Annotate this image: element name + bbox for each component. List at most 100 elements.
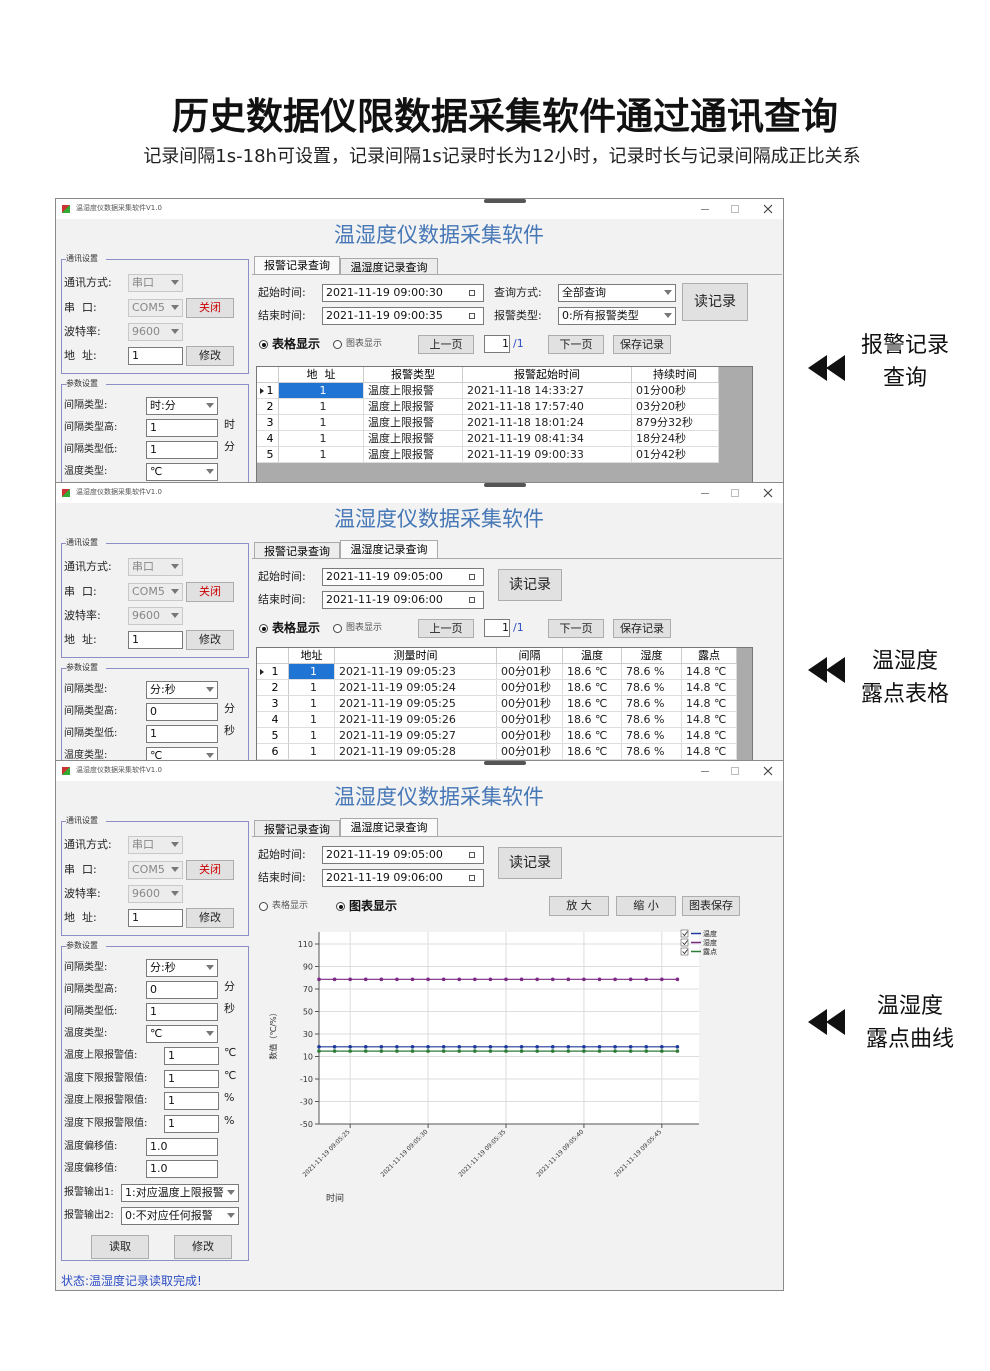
prev-button[interactable]: 上一页 bbox=[418, 619, 474, 638]
field-input[interactable]: 1 bbox=[146, 1003, 218, 1021]
date-input[interactable]: 2021-11-19 09:00:35 bbox=[322, 307, 484, 325]
table-cell[interactable]: 2021-11-18 17:57:40 bbox=[463, 399, 632, 415]
table-cell[interactable]: 00分01秒 bbox=[497, 664, 563, 680]
date-input[interactable]: 2021-11-19 09:05:00 bbox=[322, 846, 484, 864]
tab[interactable]: 温湿度记录查询 bbox=[340, 818, 438, 837]
table-cell[interactable]: 18.6 ℃ bbox=[563, 744, 622, 760]
date-input[interactable]: 2021-11-19 09:05:00 bbox=[322, 568, 484, 586]
chart-button[interactable]: 图表保存 bbox=[682, 896, 740, 916]
table-cell[interactable]: 1 bbox=[289, 696, 335, 712]
table-cell[interactable]: 温度上限报警 bbox=[364, 447, 463, 463]
field-input[interactable]: 分:秒 bbox=[146, 681, 218, 699]
close-icon[interactable] bbox=[763, 204, 773, 214]
radio-label[interactable]: 表格显示 bbox=[272, 621, 321, 635]
table-cell[interactable]: 1 bbox=[289, 744, 335, 760]
tab[interactable]: 报警记录查询 bbox=[254, 820, 340, 837]
field-input[interactable]: 1:对应温度上限报警 bbox=[121, 1184, 239, 1202]
table-cell[interactable]: 1 bbox=[289, 728, 335, 744]
date-input[interactable]: 2021-11-19 09:06:00 bbox=[322, 869, 484, 887]
table-cell[interactable]: 18.6 ℃ bbox=[563, 712, 622, 728]
radio[interactable] bbox=[333, 340, 342, 349]
table-cell[interactable]: 1 bbox=[289, 712, 335, 728]
table-cell[interactable]: 00分01秒 bbox=[497, 728, 563, 744]
field-input[interactable]: 1 bbox=[146, 441, 218, 459]
field-input[interactable]: 1.0 bbox=[146, 1138, 218, 1156]
read-button[interactable]: 读记录 bbox=[498, 847, 562, 879]
page-input[interactable]: 1 bbox=[484, 335, 510, 353]
table-cell[interactable]: 1 bbox=[289, 664, 335, 680]
radio[interactable] bbox=[259, 902, 268, 911]
date-input[interactable]: 2021-11-19 09:00:30 bbox=[322, 284, 484, 302]
field-input[interactable]: COM5 bbox=[128, 861, 183, 879]
table-cell[interactable]: 1 bbox=[279, 447, 364, 463]
table-cell[interactable]: 2021-11-19 09:05:25 bbox=[335, 696, 497, 712]
table-cell[interactable]: 温度上限报警 bbox=[364, 399, 463, 415]
table-cell[interactable]: 14.8 ℃ bbox=[682, 728, 737, 744]
table-cell[interactable]: 18.6 ℃ bbox=[563, 728, 622, 744]
field-input[interactable]: COM5 bbox=[128, 583, 183, 601]
field-button[interactable]: 修改 bbox=[186, 346, 234, 366]
field-input[interactable]: 9600 bbox=[128, 607, 183, 625]
radio-label[interactable]: 图表显示 bbox=[346, 623, 383, 633]
field-input[interactable]: 9600 bbox=[128, 323, 183, 341]
table-cell[interactable]: 78.6 % bbox=[622, 664, 682, 680]
table-cell[interactable]: 14.8 ℃ bbox=[682, 744, 737, 760]
table-cell[interactable]: 18.6 ℃ bbox=[563, 680, 622, 696]
table-cell[interactable]: 2021-11-19 09:00:33 bbox=[463, 447, 632, 463]
field-input[interactable]: 1.0 bbox=[146, 1160, 218, 1178]
field-input[interactable]: 1 bbox=[146, 419, 218, 437]
field-input[interactable]: 1 bbox=[164, 1070, 219, 1088]
table-cell[interactable]: 2021-11-18 18:01:24 bbox=[463, 415, 632, 431]
table-cell[interactable]: 2021-11-19 09:05:23 bbox=[335, 664, 497, 680]
table-cell[interactable]: 01分42秒 bbox=[632, 447, 719, 463]
field-button[interactable]: 修改 bbox=[186, 630, 234, 650]
radio-label[interactable]: 表格显示 bbox=[272, 337, 321, 351]
select-input[interactable]: 全部查询 bbox=[558, 284, 676, 302]
read-button[interactable]: 读记录 bbox=[498, 569, 562, 601]
date-input[interactable]: 2021-11-19 09:06:00 bbox=[322, 591, 484, 609]
field-input[interactable]: 串口 bbox=[128, 836, 183, 854]
table-cell[interactable]: 2021-11-19 09:05:28 bbox=[335, 744, 497, 760]
table-cell[interactable]: 温度上限报警 bbox=[364, 415, 463, 431]
table-cell[interactable]: 18分24秒 bbox=[632, 431, 719, 447]
table-cell[interactable]: 2021-11-19 09:05:27 bbox=[335, 728, 497, 744]
prev-button[interactable]: 上一页 bbox=[418, 335, 474, 354]
field-input[interactable]: 时:分 bbox=[146, 397, 218, 415]
field-input[interactable]: 1 bbox=[146, 725, 218, 743]
panel-button[interactable]: 修改 bbox=[174, 1235, 232, 1259]
field-button[interactable]: 修改 bbox=[186, 908, 234, 928]
field-input[interactable]: 1 bbox=[164, 1047, 219, 1065]
table-cell[interactable]: 温度上限报警 bbox=[364, 383, 463, 399]
table-cell[interactable]: 18.6 ℃ bbox=[563, 664, 622, 680]
table-cell[interactable]: 03分20秒 bbox=[632, 399, 719, 415]
field-input[interactable]: 1 bbox=[128, 631, 183, 649]
radio-label[interactable]: 图表显示 bbox=[346, 339, 383, 349]
table-cell[interactable]: 2021-11-19 09:05:24 bbox=[335, 680, 497, 696]
field-input[interactable]: 0:不对应任何报警 bbox=[121, 1207, 239, 1225]
chart-button[interactable]: 缩 小 bbox=[616, 896, 676, 916]
page-input[interactable]: 1 bbox=[484, 619, 510, 637]
field-button[interactable]: 关闭 bbox=[186, 860, 234, 880]
field-input[interactable]: 串口 bbox=[128, 558, 183, 576]
next-button[interactable]: 下一页 bbox=[548, 335, 604, 354]
field-input[interactable]: 串口 bbox=[128, 274, 183, 292]
chart-button[interactable]: 放 大 bbox=[549, 896, 609, 916]
field-input[interactable]: 0 bbox=[146, 703, 218, 721]
close-icon[interactable] bbox=[763, 766, 773, 776]
table-cell[interactable]: 14.8 ℃ bbox=[682, 696, 737, 712]
table-cell[interactable]: 14.8 ℃ bbox=[682, 680, 737, 696]
table-cell[interactable]: 00分01秒 bbox=[497, 680, 563, 696]
field-input[interactable]: 1 bbox=[128, 909, 183, 927]
table-cell[interactable]: 78.6 % bbox=[622, 680, 682, 696]
table-cell[interactable]: 2021-11-18 14:33:27 bbox=[463, 383, 632, 399]
tab[interactable]: 报警记录查询 bbox=[254, 542, 340, 559]
close-icon[interactable] bbox=[763, 488, 773, 498]
table-cell[interactable]: 18.6 ℃ bbox=[563, 696, 622, 712]
table-cell[interactable]: 01分00秒 bbox=[632, 383, 719, 399]
field-input[interactable]: 9600 bbox=[128, 885, 183, 903]
table-cell[interactable]: 78.6 % bbox=[622, 744, 682, 760]
table-cell[interactable]: 14.8 ℃ bbox=[682, 664, 737, 680]
panel-button[interactable]: 读取 bbox=[91, 1235, 149, 1259]
field-button[interactable]: 关闭 bbox=[186, 582, 234, 602]
table-cell[interactable]: 78.6 % bbox=[622, 712, 682, 728]
